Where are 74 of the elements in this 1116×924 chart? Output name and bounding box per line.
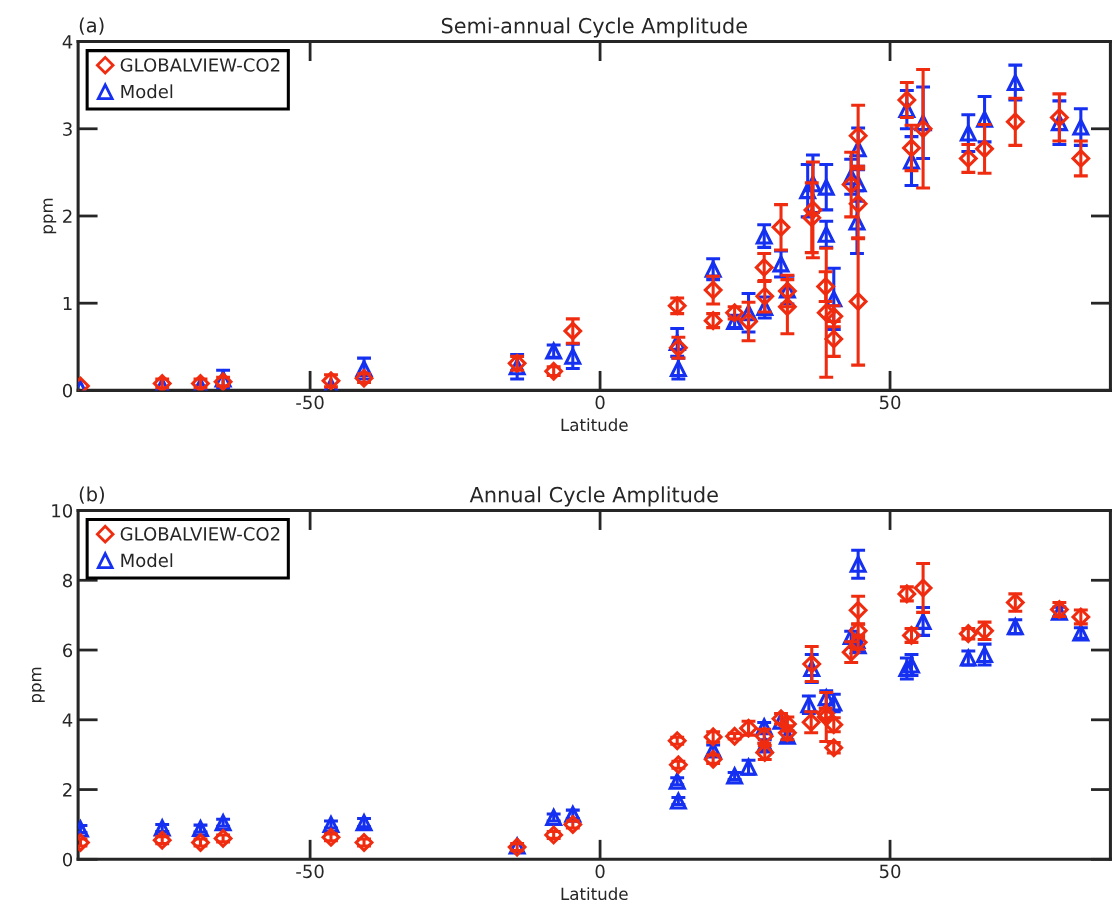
x-tick-label: 0	[595, 864, 605, 879]
point	[563, 815, 583, 834]
point	[1005, 112, 1025, 132]
x-axis-title: Latitude	[561, 887, 628, 901]
text: (a)	[79, 17, 104, 35]
y-axis-title: ppm	[31, 667, 45, 703]
point	[152, 830, 172, 850]
x-axis-title: Latitude	[561, 418, 628, 432]
y-axis-title: ppm	[43, 198, 57, 234]
point	[913, 119, 933, 139]
point	[1050, 108, 1069, 127]
point	[914, 612, 932, 630]
point	[213, 829, 233, 848]
y-tick-label: 6	[63, 643, 73, 658]
point	[1072, 118, 1090, 136]
point	[778, 297, 797, 317]
point	[545, 808, 563, 826]
point	[755, 227, 773, 245]
point	[802, 654, 822, 674]
point	[667, 731, 687, 751]
point	[354, 833, 374, 852]
point	[703, 280, 723, 300]
y-tick-label: 4	[62, 713, 73, 727]
y-tick-label: 3	[63, 122, 72, 136]
point	[816, 277, 836, 297]
point	[771, 217, 791, 237]
y-tick-label: 2	[63, 783, 72, 797]
point	[816, 303, 836, 323]
point	[959, 124, 977, 142]
point	[192, 820, 209, 838]
y-tick-label: 4	[62, 35, 73, 49]
point	[913, 578, 933, 598]
point	[824, 329, 844, 349]
point	[1071, 149, 1091, 168]
y-tick-label: 0	[62, 383, 73, 398]
point	[544, 825, 564, 845]
point	[321, 827, 341, 847]
point	[669, 790, 688, 810]
y-tick-label: 2	[63, 209, 72, 223]
x-tick-label: -50	[296, 395, 324, 410]
text: (b)	[79, 486, 104, 504]
point	[848, 126, 868, 146]
legend-label: Model	[121, 553, 173, 568]
point	[1006, 74, 1024, 92]
point	[564, 347, 582, 365]
point	[848, 600, 868, 620]
y-tick-label: 1	[63, 296, 72, 311]
y-tick-label: 8	[63, 573, 73, 588]
point	[817, 225, 835, 243]
x-tick-label: 50	[879, 864, 901, 879]
legend-label: GLOBALVIEW-CO2	[120, 58, 280, 72]
x-tick-label: 0	[595, 395, 605, 410]
x-tick-label: -50	[296, 864, 324, 879]
point	[849, 555, 867, 573]
point	[958, 149, 978, 168]
point	[902, 138, 921, 158]
chart-title: Annual Cycle Amplitude	[469, 486, 718, 507]
point	[975, 139, 994, 159]
point	[817, 178, 835, 196]
point	[563, 321, 583, 341]
point	[848, 292, 868, 311]
point	[754, 258, 774, 277]
point	[772, 255, 790, 273]
y-tick-label: 10	[52, 503, 73, 518]
point	[668, 755, 688, 775]
legend-label: Model	[121, 84, 173, 99]
chart-title: Semi-annual Cycle Amplitude	[441, 17, 747, 38]
point	[214, 814, 232, 832]
y-tick-label: 0	[62, 852, 73, 867]
point	[191, 833, 210, 852]
x-tick-label: 50	[879, 395, 901, 410]
point	[848, 194, 868, 214]
point	[668, 772, 686, 790]
legend-label: GLOBALVIEW-CO2	[120, 527, 280, 541]
